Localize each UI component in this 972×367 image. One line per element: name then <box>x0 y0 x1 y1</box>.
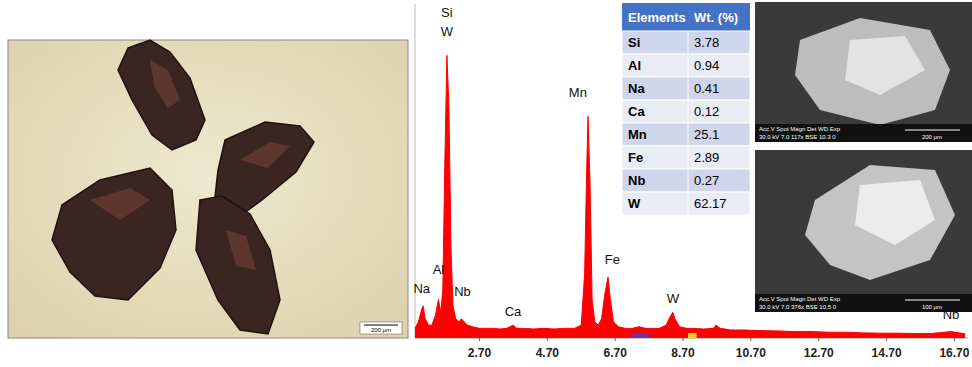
x-tick-label: 4.70 <box>536 346 560 360</box>
table-row-bg <box>622 54 750 77</box>
sem-bg <box>755 150 972 312</box>
table-divider <box>688 192 689 215</box>
grain-highlight <box>90 188 150 220</box>
table-divider <box>688 123 689 146</box>
wt-cell: 2.89 <box>694 150 719 165</box>
peak-label: Al <box>433 262 445 277</box>
sem-bg <box>755 2 972 142</box>
composition-table: Elements Wt. (%) Si 3.78 Al 0.94 Na 0.41 Ca 0.12 M… <box>622 3 750 215</box>
peak-label: Mn <box>569 85 587 100</box>
sem-image: Acc.V Spot Magn Det WD Exp 30.0 kV 7.0 37… <box>755 150 972 312</box>
grain-highlight <box>150 60 180 108</box>
sem-image: Acc.V Spot Magn Det WD Exp 30.0 kV 7.0 11… <box>755 2 972 142</box>
table-header: Elements <box>628 10 686 25</box>
sem-particle <box>805 165 955 280</box>
table-header-bg <box>622 3 750 31</box>
wt-cell: 0.94 <box>694 58 719 73</box>
x-tick-label: 10.70 <box>736 346 766 360</box>
grain <box>118 40 205 150</box>
table-bg <box>622 3 750 215</box>
table-divider <box>688 31 689 54</box>
table-row-bg <box>622 77 750 100</box>
scale-box <box>360 322 402 334</box>
figure: 200 µm 2.70 4.70 6.70 8.70 10.70 12.70 14.70 16.… <box>0 0 972 367</box>
x-tick <box>615 338 616 341</box>
sem-scale-label: 200 µm <box>922 134 942 140</box>
region-marker <box>632 333 649 338</box>
grain-highlight <box>226 230 256 270</box>
element-cell: Mn <box>628 127 647 142</box>
element-cell: Si <box>628 35 640 50</box>
peak-label: W <box>441 24 454 39</box>
scale-bar <box>364 325 398 326</box>
table-row-bg <box>622 123 750 146</box>
x-tick-label: 6.70 <box>603 346 627 360</box>
wt-cell: 62.17 <box>694 196 727 211</box>
peak-label: Nb <box>454 284 471 299</box>
table-row-bg <box>622 100 750 123</box>
sem-info-bar <box>755 124 972 142</box>
x-tick-label: 16.70 <box>939 346 969 360</box>
sem-facet <box>855 180 935 245</box>
wt-cell: 25.1 <box>694 127 719 142</box>
sem-info: Acc.V Spot Magn Det WD Exp <box>759 126 841 132</box>
x-tick <box>479 338 480 341</box>
x-tick <box>683 338 684 341</box>
table-divider <box>688 100 689 123</box>
element-cell: Na <box>628 81 645 96</box>
element-cell: Al <box>628 58 641 73</box>
wt-cell: 0.27 <box>694 173 719 188</box>
wt-cell: 0.41 <box>694 81 719 96</box>
photo-frame <box>8 40 408 338</box>
sem-settings: 30.0 kV 7.0 376x BSE 10.5 0 <box>759 304 837 310</box>
grain <box>196 196 280 334</box>
sem-particle <box>795 18 950 125</box>
sem-scale-bar <box>905 130 960 131</box>
scale-label: 200 µm <box>371 327 391 333</box>
peak-label: W <box>667 291 680 306</box>
x-tick <box>954 338 955 341</box>
wt-cell: 0.12 <box>694 104 719 119</box>
element-cell: Nb <box>628 173 645 188</box>
table-divider <box>688 77 689 100</box>
peak-label: Ca <box>505 304 522 319</box>
peak-label: Fe <box>605 252 620 267</box>
sem-settings: 30.0 kV 7.0 117x BSE 10.3 0 <box>759 134 836 140</box>
x-tick <box>886 338 887 341</box>
x-tick-label: 14.70 <box>872 346 902 360</box>
table-row-bg <box>622 146 750 169</box>
peak-label: Na <box>413 281 430 296</box>
grain-highlight <box>240 142 290 168</box>
x-tick-label: 2.70 <box>468 346 492 360</box>
table-divider <box>688 146 689 169</box>
region-marker <box>688 333 696 338</box>
x-tick-label: 8.70 <box>671 346 695 360</box>
table-divider <box>688 169 689 192</box>
sem-info-bar <box>755 294 972 312</box>
table-header: Wt. (%) <box>694 10 738 25</box>
table-row-bg <box>622 192 750 215</box>
sem-scale-bar <box>905 300 960 301</box>
x-tick <box>750 338 751 341</box>
grain <box>52 168 176 300</box>
wt-cell: 3.78 <box>694 35 719 50</box>
x-tick-label: 12.70 <box>804 346 834 360</box>
x-tick <box>818 338 819 341</box>
photo: 200 µm <box>8 40 408 338</box>
x-tick <box>547 338 548 341</box>
element-cell: Fe <box>628 150 643 165</box>
sem-scale-label: 100 µm <box>922 304 942 310</box>
table-divider <box>688 54 689 77</box>
peak-label: Si <box>441 5 453 20</box>
element-cell: Ca <box>628 104 645 119</box>
sem-info: Acc.V Spot Magn Det WD Exp <box>759 296 841 302</box>
table-row-bg <box>622 169 750 192</box>
sem-facet <box>845 36 925 95</box>
element-cell: W <box>628 196 641 211</box>
table-row-bg <box>622 31 750 54</box>
